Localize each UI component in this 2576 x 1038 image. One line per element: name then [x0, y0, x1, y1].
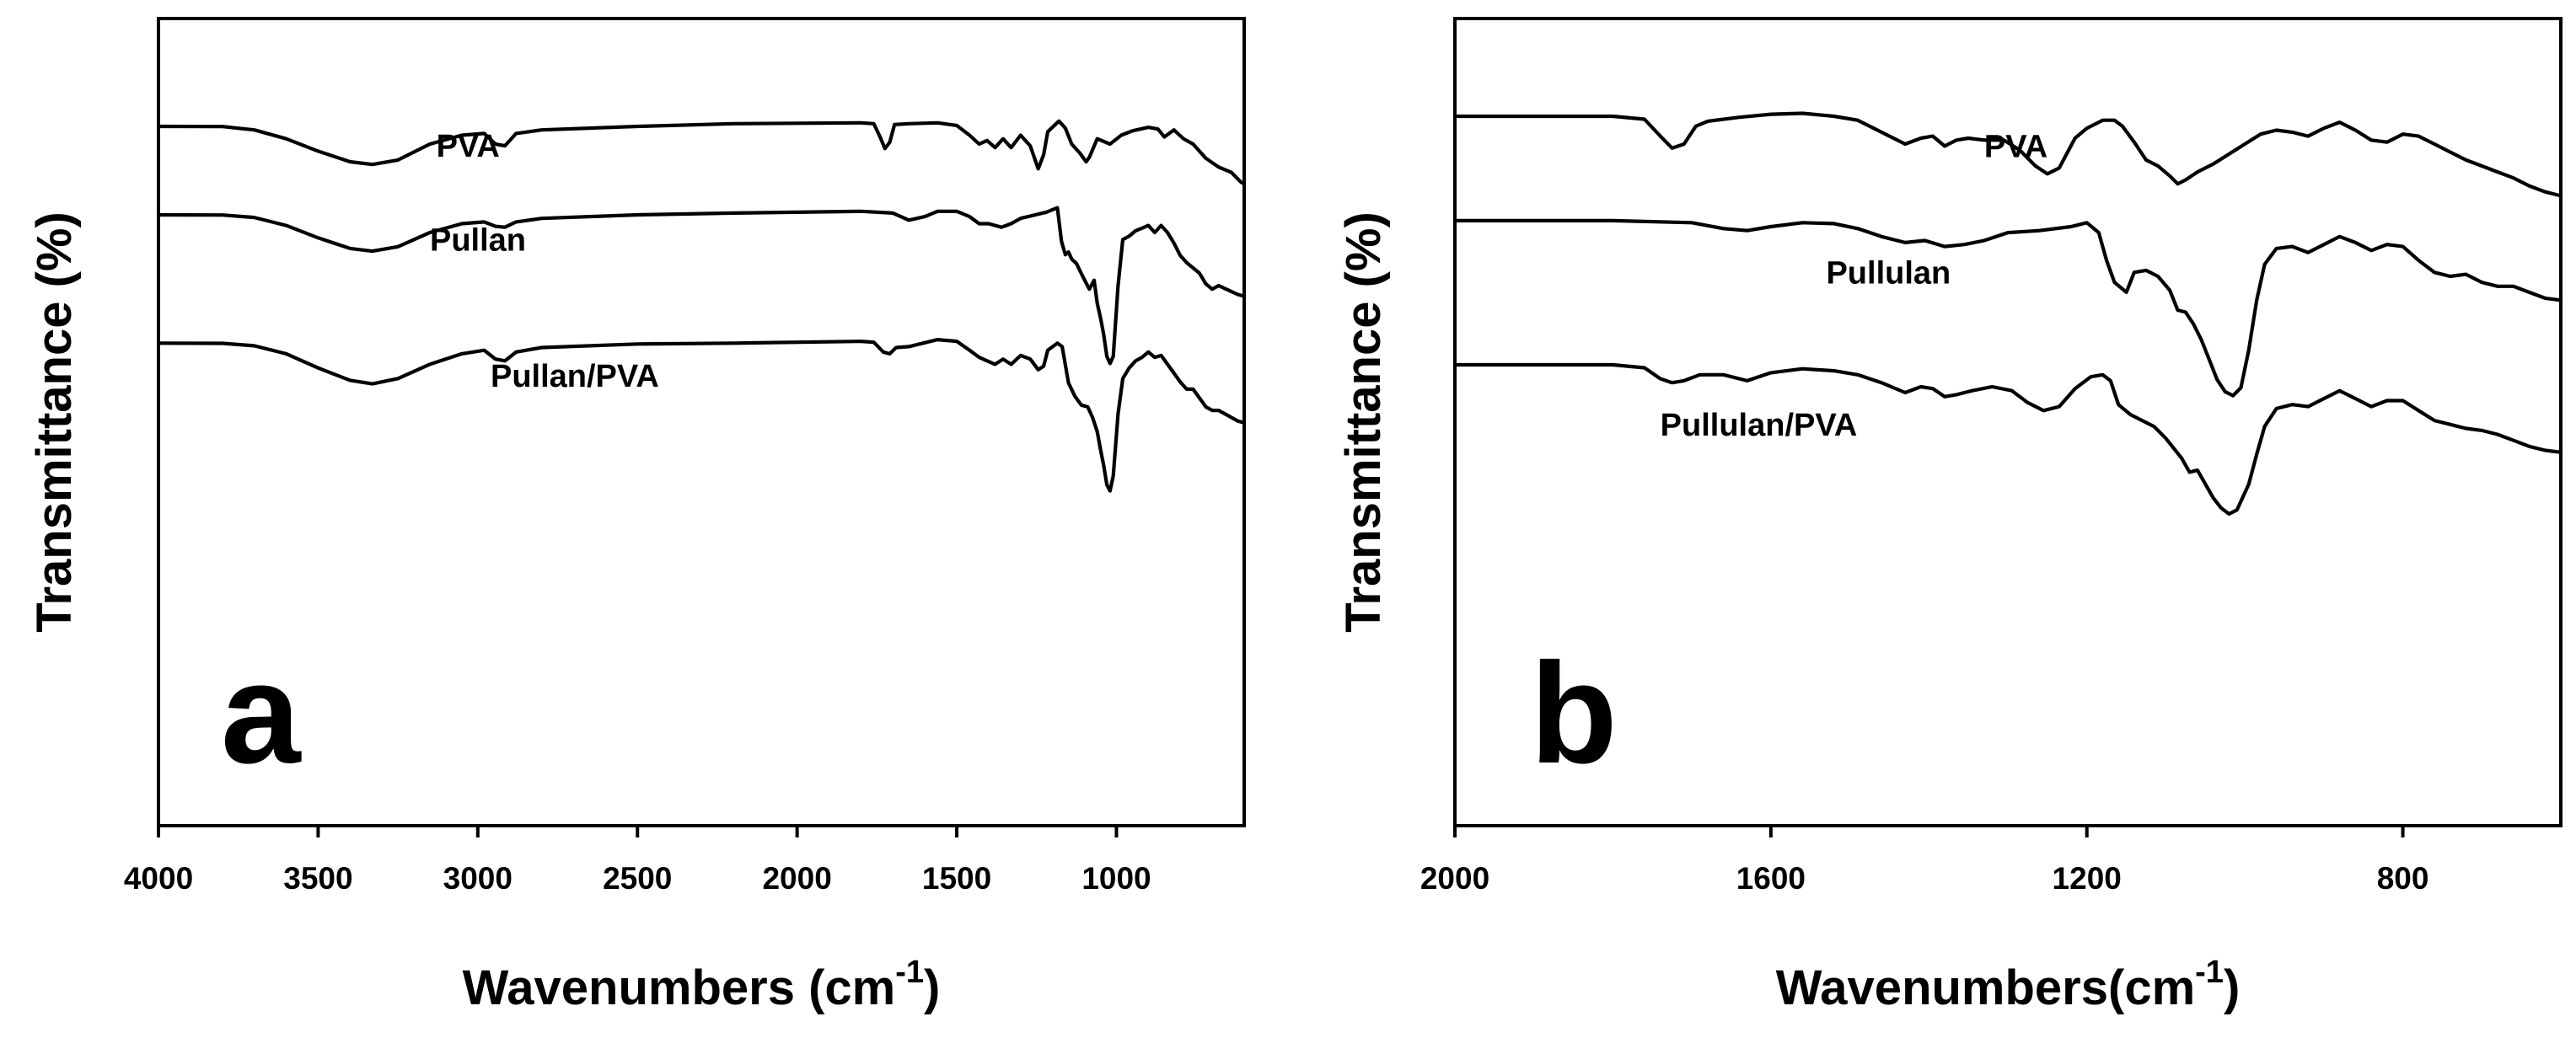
panel-a-series-labels: PVA Pullan Pullan/PVA	[430, 129, 659, 394]
panel-a-spectrum-pullan	[156, 206, 1247, 366]
panel-b-x-tick-label: 2000	[1420, 861, 1489, 896]
panel-b-x-axis-title-sup: -1	[2195, 955, 2224, 990]
panel-a-x-tick-label: 1000	[1081, 861, 1151, 896]
panel-a-x-axis-title-close: )	[924, 960, 940, 1015]
panel-a-spectrum-pullan-pva	[156, 338, 1247, 493]
panel-a-x-ticks: 4000 3500 3000 2500 2000 1500 1000	[124, 826, 1151, 896]
panel-a-chart: 4000 3500 3000 2500 2000 1500 1000 PVA Pullan Pu…	[27, 17, 1247, 1015]
panel-b-x-axis-title: Wavenumbers(cm-1)	[1776, 955, 2241, 1015]
panel-b-x-ticks: 2000 1600 1200 800	[1420, 826, 2429, 896]
panel-a-x-tick-label: 2000	[762, 861, 831, 896]
panel-a-x-axis-title-sup: -1	[895, 955, 924, 990]
panel-a-x-tick-label: 4000	[124, 861, 193, 896]
panel-a-label-pullan-pva: Pullan/PVA	[491, 359, 659, 394]
panel-b-plot-frame	[1453, 17, 2563, 827]
panel-b-x-axis-title-close: )	[2224, 960, 2240, 1015]
panel-a-letter: a	[221, 634, 302, 794]
panel-a-label-pullan: Pullan	[430, 222, 526, 258]
panel-b-x-axis-title-main: Wavenumbers(cm	[1776, 960, 2195, 1015]
panel-a-x-tick-label: 3500	[283, 861, 352, 896]
panel-b-label-pva: PVA	[1984, 129, 2047, 164]
panel-b-y-axis-title: Transmittance (%)	[1336, 211, 1391, 633]
panel-b-label-pullulan-pva: Pullulan/PVA	[1661, 408, 1858, 443]
panel-a-plot-frame	[157, 17, 1246, 827]
panel-b-series-labels: PVA Pullulan Pullulan/PVA	[1661, 129, 2048, 442]
panel-a-x-axis-title-main: Wavenumbers (cm	[463, 960, 896, 1015]
panel-b-label-pullulan: Pullulan	[1826, 255, 1951, 291]
panel-b-x-tick-label: 800	[2377, 861, 2429, 896]
panel-b-chart: 2000 1600 1200 800 PVAPullulanPullulan/PVA …	[1336, 17, 2563, 1015]
panel-a-x-tick-label: 3000	[443, 861, 513, 896]
panel-a-label-pva: PVA	[437, 129, 500, 164]
panel-b-spectra	[1452, 111, 2563, 516]
panel-b-spectrum-pva	[1452, 111, 2563, 198]
panel-a-x-tick-label: 1500	[922, 861, 991, 896]
panel-b-x-tick-label: 1600	[1736, 861, 1806, 896]
panel-b-x-tick-label: 1200	[2053, 861, 2122, 896]
panel-b-spectrum-pullulan-pva	[1452, 362, 2563, 516]
panel-a-x-tick-label: 2500	[603, 861, 672, 896]
panel-a-y-axis-title: Transmittance (%)	[27, 211, 82, 633]
panel-b-spectrum-pullulan	[1452, 218, 2563, 398]
panel-a-spectrum-pva	[156, 119, 1247, 186]
panel-b-letter: b	[1530, 634, 1618, 794]
panel-a-spectra	[156, 119, 1247, 493]
panel-a-x-axis-title: Wavenumbers (cm-1)	[463, 955, 941, 1015]
